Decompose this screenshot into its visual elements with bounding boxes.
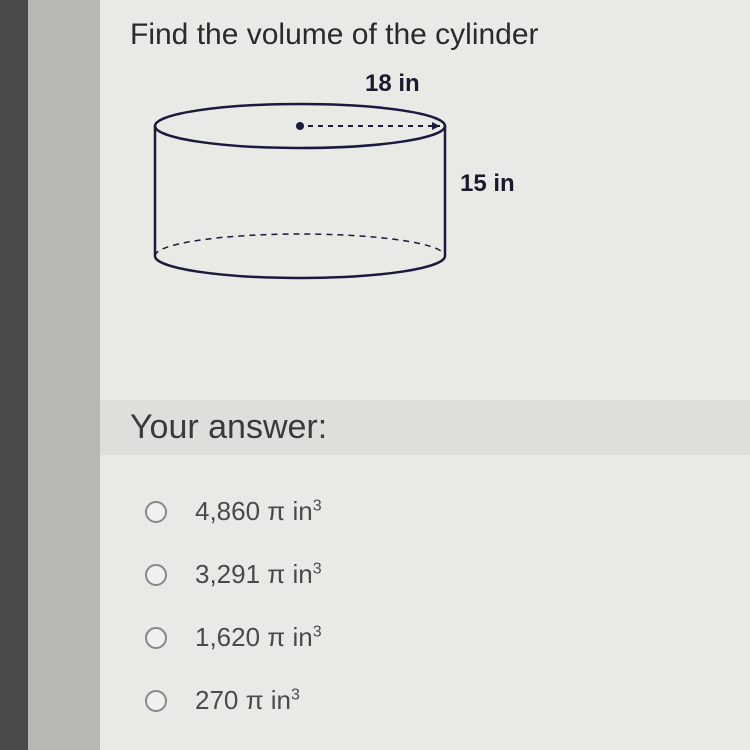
- options-list: 4,860 π in3 3,291 π in3 1,620 π in3 270 π i…: [100, 480, 750, 732]
- question-content-area: Find the volume of the cylinder 18 in 15…: [100, 0, 750, 750]
- option-text: 3,291 π in3: [195, 559, 322, 590]
- answer-option[interactable]: 3,291 π in3: [100, 543, 750, 606]
- question-prompt: Find the volume of the cylinder: [130, 18, 539, 52]
- radio-icon[interactable]: [145, 501, 167, 523]
- option-text: 4,860 π in3: [195, 496, 322, 527]
- answer-option[interactable]: 4,860 π in3: [100, 480, 750, 543]
- radio-icon[interactable]: [145, 690, 167, 712]
- height-dimension-label: 15 in: [460, 170, 515, 198]
- radio-icon[interactable]: [145, 627, 167, 649]
- answer-option[interactable]: 1,620 π in3: [100, 606, 750, 669]
- cylinder-bottom-front: [155, 256, 445, 278]
- option-text: 270 π in3: [195, 685, 300, 716]
- cylinder-radius-arrowhead: [432, 122, 440, 130]
- cylinder-diagram: 18 in 15 in: [130, 70, 530, 300]
- answer-option[interactable]: 270 π in3: [100, 669, 750, 732]
- answer-section-label: Your answer:: [100, 400, 750, 455]
- option-text: 1,620 π in3: [195, 622, 322, 653]
- radio-icon[interactable]: [145, 564, 167, 586]
- cylinder-svg: [140, 98, 460, 298]
- screen-left-bezel: [0, 0, 28, 750]
- radius-dimension-label: 18 in: [365, 70, 420, 98]
- cylinder-bottom-back: [155, 234, 445, 256]
- screen-gray-margin: [28, 0, 100, 750]
- cylinder-center-dot: [296, 122, 304, 130]
- answer-section: Your answer: 4,860 π in3 3,291 π in3 1,620…: [100, 400, 750, 732]
